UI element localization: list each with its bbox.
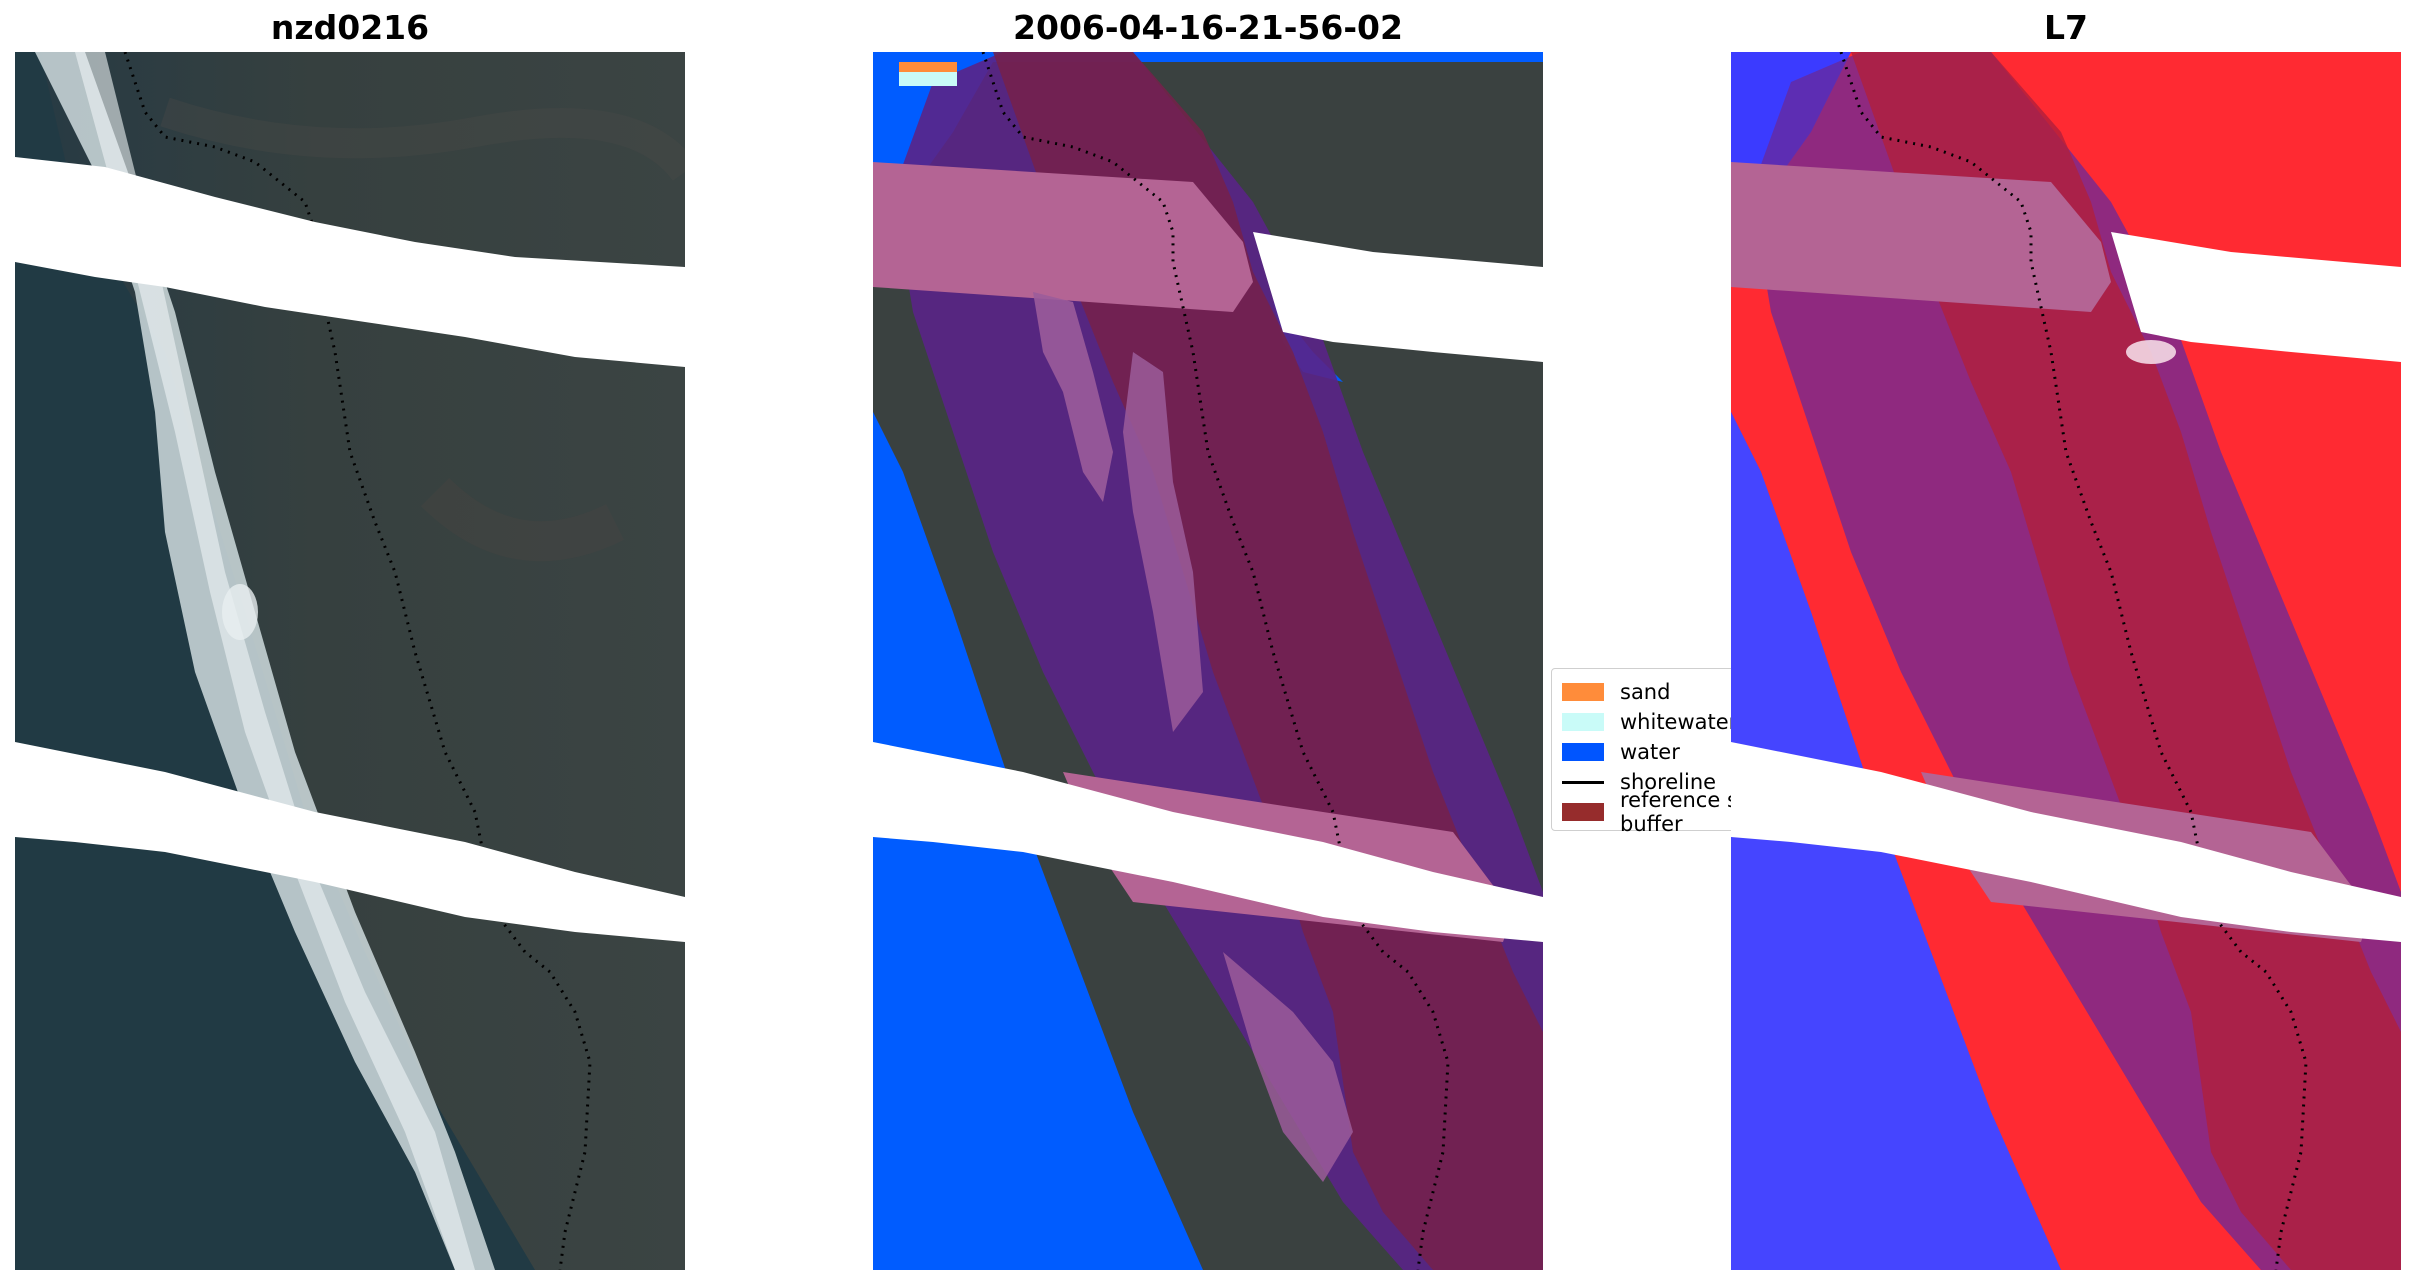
legend-item-sand: sand	[1562, 677, 1887, 707]
legend-label: sand	[1620, 680, 1671, 704]
surf-zone	[35, 52, 495, 1270]
nodata-stripe	[1731, 742, 2401, 942]
bright-spot	[2126, 340, 2176, 364]
legend-line-shoreline	[1562, 780, 1604, 784]
legend-label: whitewater	[1620, 710, 1738, 734]
water-class	[873, 52, 1203, 1270]
index-image	[1731, 52, 2401, 1270]
class-patch	[1123, 352, 1203, 732]
rgb-image	[15, 52, 685, 1270]
nodata-stripe	[1253, 232, 1543, 362]
buffer-band	[873, 162, 1253, 312]
whitewater-class	[899, 72, 957, 86]
nodata-stripe	[2111, 232, 2401, 362]
sea-area	[15, 52, 535, 1270]
buffer-band	[1731, 162, 2111, 312]
reference-buffer-land	[1851, 52, 2401, 1270]
legend-swatch-sand	[1562, 683, 1604, 701]
land-texture	[160, 97, 685, 182]
class-patch	[1033, 292, 1113, 502]
rgb-image-panel	[15, 52, 685, 1270]
classified-panel	[873, 52, 1543, 1270]
legend-label: shoreline	[1620, 770, 1717, 794]
legend-item-shoreline: shoreline	[1562, 767, 1887, 797]
class-patch	[1223, 952, 1353, 1182]
legend-label: water	[1620, 740, 1680, 764]
nodata-stripe	[15, 157, 685, 367]
legend-item-water: water	[1562, 737, 1887, 767]
panel-title-index: L7	[2044, 8, 2088, 47]
panel-title-rgb: nzd0216	[270, 8, 430, 47]
reference-buffer-land	[993, 52, 1543, 1270]
sand-class	[899, 62, 957, 72]
legend-swatch-whitewater	[1562, 713, 1604, 731]
classified-image	[873, 52, 1543, 1270]
nodata-stripe	[873, 742, 1543, 942]
nodata-stripe	[15, 742, 685, 942]
index-panel	[1731, 52, 2401, 1270]
panel-title-classified: 2006-04-16-21-56-02	[1013, 8, 1403, 47]
whitewater-patch	[222, 584, 258, 640]
surf-bright	[75, 52, 475, 1270]
land-texture	[420, 477, 624, 562]
legend-swatch-water	[1562, 743, 1604, 761]
water-index	[1731, 412, 2061, 1270]
legend-swatch-reference-buffer	[1562, 803, 1604, 821]
legend-item-whitewater: whitewater	[1562, 707, 1887, 737]
